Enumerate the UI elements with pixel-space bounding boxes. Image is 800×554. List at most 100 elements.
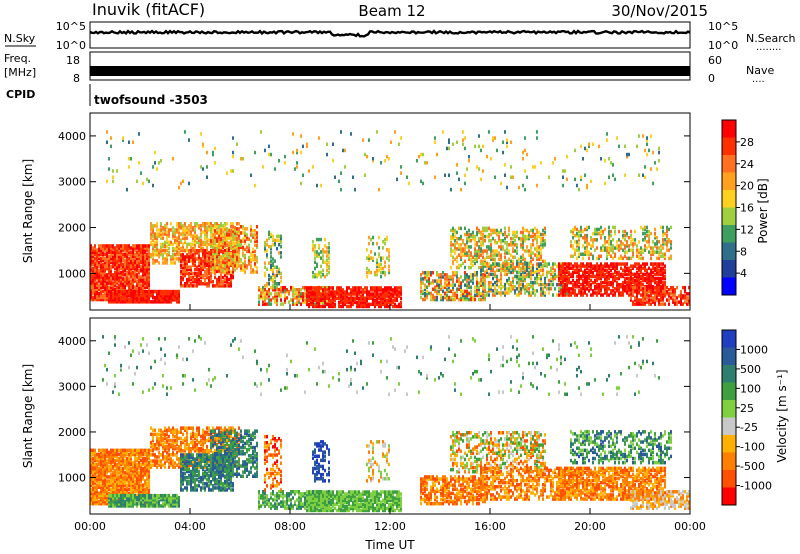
range-gate-cell (546, 282, 548, 287)
range-gate-cell (152, 296, 154, 300)
range-gate-cell (160, 289, 162, 294)
range-gate-cell (238, 240, 240, 245)
range-gate-cell (576, 231, 578, 236)
range-gate-cell (206, 259, 208, 263)
range-gate-cell (366, 304, 368, 309)
range-gate-cell (642, 278, 644, 283)
range-gate-cell (194, 267, 196, 272)
range-gate-cell (322, 290, 324, 294)
range-gate-cell (134, 287, 136, 291)
range-gate-cell (618, 276, 620, 281)
range-gate-cell (462, 239, 464, 243)
range-gate-cell (616, 244, 618, 248)
range-gate-cell (514, 243, 516, 247)
range-gate-cell (126, 293, 128, 298)
range-gate-cell (192, 284, 194, 288)
range-gate-cell (484, 259, 486, 264)
range-gate-cell (120, 246, 122, 250)
range-gate-cell (324, 244, 326, 248)
range-gate-cell (468, 257, 470, 261)
range-gate-cell (476, 230, 478, 235)
range-gate-cell (182, 265, 184, 269)
range-gate-cell (190, 282, 192, 286)
range-gate-cell (472, 297, 474, 302)
range-gate-cell (124, 281, 126, 285)
range-gate-cell (584, 264, 586, 268)
range-gate-cell (90, 264, 92, 269)
range-gate-cell (200, 244, 202, 249)
range-gate-cell (92, 289, 94, 294)
range-gate-cell (216, 239, 218, 243)
range-gate-cell (232, 266, 234, 270)
range-gate-cell (138, 291, 140, 296)
range-gate-cell (512, 278, 514, 283)
range-gate-cell (542, 272, 544, 277)
range-gate-cell (506, 287, 508, 291)
range-gate-cell (162, 291, 164, 296)
range-gate-cell (434, 297, 436, 302)
range-gate-cell (586, 242, 588, 246)
range-gate-cell (240, 268, 242, 272)
range-gate-cell (580, 268, 582, 272)
range-gate-cell (588, 270, 590, 275)
range-gate-cell (618, 256, 620, 261)
range-gate-cell (94, 252, 96, 256)
range-gate-cell (670, 240, 672, 244)
range-gate-cell (488, 274, 490, 279)
range-gate-cell (554, 274, 556, 279)
range-gate-cell (152, 252, 154, 257)
range-gate-cell (648, 274, 650, 279)
range-gate-cell (110, 244, 112, 248)
range-gate-cell (456, 265, 458, 270)
range-gate-cell (184, 230, 186, 234)
range-gate-cell (138, 296, 140, 300)
range-gate-cell (148, 283, 150, 287)
range-gate-cell (104, 295, 106, 300)
range-gate-cell (544, 230, 546, 235)
range-gate-cell (598, 254, 600, 258)
range-gate-cell (98, 254, 100, 258)
range-gate-cell (490, 255, 492, 259)
range-gate-cell (90, 273, 92, 277)
range-gate-cell (108, 287, 110, 291)
range-gate-cell (572, 231, 574, 236)
range-gate-cell (670, 256, 672, 261)
range-gate-cell (102, 248, 104, 252)
range-gate-cell (310, 294, 312, 298)
range-gate-cell (132, 254, 134, 258)
range-gate-cell (284, 296, 286, 300)
range-gate-cell (178, 234, 180, 238)
range-gate-cell (314, 266, 316, 271)
range-gate-cell (230, 251, 232, 256)
range-gate-cell (596, 262, 598, 266)
range-gate-cell (212, 284, 214, 288)
range-gate-cell (600, 229, 602, 234)
range-gate-cell (118, 260, 120, 265)
range-gate-cell (442, 297, 444, 302)
range-gate-cell (104, 248, 106, 252)
range-gate-cell (168, 291, 170, 296)
range-gate-cell (382, 302, 384, 307)
range-gate-cell (212, 251, 214, 256)
range-gate-cell (624, 238, 626, 242)
range-gate-cell (98, 248, 100, 252)
range-gate-cell (134, 296, 136, 300)
range-gate-cell (96, 250, 98, 254)
range-gate-cell (206, 255, 208, 259)
range-gate-cell (208, 282, 210, 286)
range-gate-cell (524, 228, 526, 233)
range-gate-cell (212, 224, 214, 228)
range-gate-cell (176, 291, 178, 296)
range-gate-cell (190, 271, 192, 276)
range-gate-cell (240, 243, 242, 247)
range-gate-cell (126, 277, 128, 281)
range-gate-cell (466, 285, 468, 289)
range-gate-cell (384, 300, 386, 305)
range-gate-cell (130, 291, 132, 296)
range-gate-cell (594, 291, 596, 295)
range-gate-cell (324, 292, 326, 296)
range-gate-cell (108, 291, 110, 296)
range-gate-cell (232, 241, 234, 245)
range-gate-cell (366, 256, 368, 260)
range-gate-cell (214, 237, 216, 241)
